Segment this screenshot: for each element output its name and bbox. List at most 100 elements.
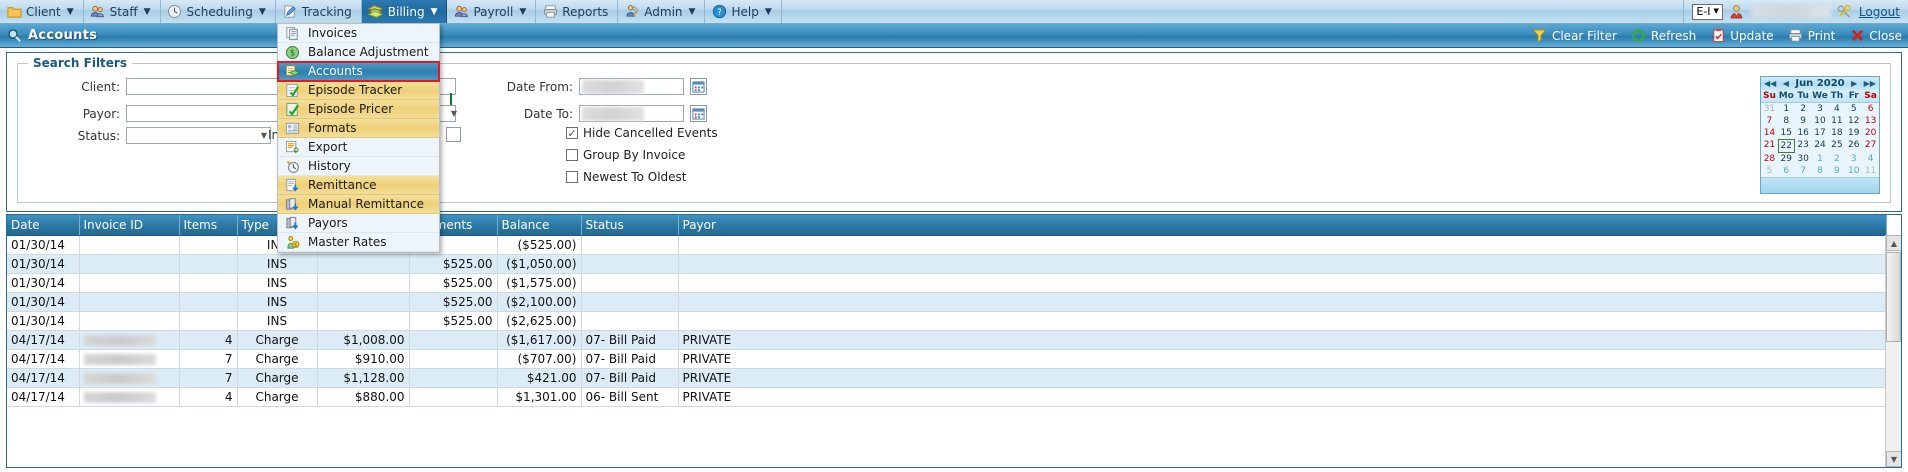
- calendar-day[interactable]: 3: [1817, 104, 1823, 114]
- menu-option-balance-adjustment[interactable]: $ Balance Adjustment: [278, 43, 439, 62]
- menu-item-billing[interactable]: Billing ▼: [361, 0, 448, 23]
- checkbox-newest-to-oldest[interactable]: [566, 171, 578, 183]
- table-row[interactable]: 04/17/14 4 Charge $1,008.00 ($1,617.00) 07- B…: [7, 330, 1887, 350]
- calendar-day[interactable]: 4: [1867, 154, 1874, 164]
- calendar-day[interactable]: 13: [1864, 116, 1877, 126]
- menu-item-reports[interactable]: Reports: [536, 0, 619, 23]
- action-clear-filter[interactable]: Clear Filter: [1532, 28, 1617, 44]
- menu-item-help[interactable]: ? Help ▼: [705, 0, 782, 23]
- checkbox-hide-cancelled-events[interactable]: ✓: [566, 126, 578, 140]
- payor-dropdown-chevron-icon[interactable]: ▼: [450, 109, 458, 118]
- calendar-day[interactable]: 7: [1800, 166, 1806, 176]
- calendar-title[interactable]: Jun 2020: [1795, 78, 1845, 89]
- calendar-day[interactable]: 21: [1763, 140, 1776, 150]
- menu-option-episode-tracker[interactable]: Episode Tracker: [278, 81, 439, 100]
- calendar-day[interactable]: 18: [1831, 128, 1843, 138]
- calendar-day[interactable]: 10: [1847, 166, 1860, 176]
- date-to-input[interactable]: [579, 105, 684, 122]
- menu-item-payroll[interactable]: Payroll ▼: [447, 0, 537, 23]
- column-header-date[interactable]: Date: [7, 215, 80, 236]
- menu-item-tracking[interactable]: Tracking: [276, 0, 362, 23]
- column-header-status[interactable]: Status: [581, 215, 679, 236]
- calendar-day[interactable]: 11: [1864, 166, 1877, 176]
- date-from-calendar-button[interactable]: [690, 78, 707, 95]
- client-status-indicator[interactable]: [450, 93, 452, 109]
- calendar-day[interactable]: 3: [1850, 154, 1857, 164]
- calendar-day[interactable]: 27: [1864, 140, 1877, 150]
- action-print[interactable]: Print: [1788, 28, 1835, 44]
- calendar-day[interactable]: 9: [1833, 166, 1840, 176]
- calendar-day[interactable]: 15: [1780, 128, 1792, 138]
- calendar-day[interactable]: 10: [1814, 116, 1826, 126]
- menu-option-episode-pricer[interactable]: Episode Pricer: [278, 100, 439, 119]
- calendar-day[interactable]: 8: [1817, 166, 1823, 176]
- menu-item-scheduling[interactable]: Scheduling ▼: [161, 0, 276, 23]
- table-row[interactable]: 01/30/14 INS $525.00 ($2,100.00): [7, 292, 1887, 312]
- menu-option-invoices[interactable]: Invoices: [278, 24, 439, 43]
- calendar-day[interactable]: 30: [1797, 154, 1809, 164]
- menu-option-manual-remittance[interactable]: Manual Remittance: [278, 195, 439, 214]
- calendar-day[interactable]: 11: [1831, 116, 1843, 126]
- calendar-day[interactable]: 9: [1800, 116, 1806, 126]
- checkbox-row[interactable]: Group By Invoice: [566, 148, 718, 162]
- calendar-day[interactable]: 2: [1800, 104, 1806, 114]
- grid-vertical-scrollbar[interactable]: ▲ ▼: [1885, 235, 1901, 467]
- table-row[interactable]: 04/17/14 7 Charge $1,128.00 $421.00 07- Bill …: [7, 368, 1887, 388]
- status-select[interactable]: ▼: [126, 127, 271, 144]
- calendar-day[interactable]: 23: [1797, 140, 1809, 150]
- calendar-day[interactable]: 6: [1783, 166, 1790, 176]
- menu-option-master-rates[interactable]: $ Master Rates: [278, 233, 439, 252]
- table-row[interactable]: 01/30/14 INS $525.00 ($1,575.00): [7, 273, 1887, 293]
- calendar-day[interactable]: 8: [1783, 116, 1790, 126]
- logout-link[interactable]: Logout: [1858, 4, 1900, 19]
- calendar-day[interactable]: 12: [1847, 116, 1860, 126]
- calendar-day[interactable]: 28: [1763, 154, 1776, 164]
- calendar-day[interactable]: 7: [1766, 116, 1773, 126]
- calendar-day[interactable]: 31: [1763, 104, 1776, 114]
- scrollbar-thumb[interactable]: [1886, 252, 1901, 342]
- calendar-day[interactable]: 24: [1814, 140, 1826, 150]
- column-header-balance[interactable]: Balance: [497, 215, 582, 236]
- calendar-day[interactable]: 5: [1766, 166, 1773, 176]
- calendar-day[interactable]: 14: [1763, 128, 1776, 138]
- calendar-day[interactable]: 19: [1847, 128, 1860, 138]
- calendar-day[interactable]: 16: [1797, 128, 1809, 138]
- table-row[interactable]: 04/17/14 7 Charge $910.00 ($707.00) 07- Bill …: [7, 349, 1887, 369]
- calendar-day[interactable]: 25: [1831, 140, 1843, 150]
- action-update[interactable]: Update: [1710, 28, 1774, 44]
- menu-option-payors[interactable]: Payors: [278, 214, 439, 233]
- action-refresh[interactable]: Refresh: [1631, 28, 1696, 44]
- menu-item-client[interactable]: Client ▼: [0, 0, 84, 23]
- invoice-checkbox[interactable]: [446, 127, 461, 142]
- date-to-calendar-button[interactable]: [690, 105, 707, 122]
- calendar-day[interactable]: 26: [1847, 140, 1860, 150]
- scroll-up-arrow-icon[interactable]: ▲: [1886, 235, 1901, 251]
- calendar-day[interactable]: 1: [1817, 154, 1823, 164]
- menu-option-accounts[interactable]: Accounts: [277, 61, 440, 82]
- calendar-day[interactable]: 6: [1867, 104, 1874, 114]
- checkbox-row[interactable]: Newest To Oldest: [566, 170, 718, 184]
- scroll-down-arrow-icon[interactable]: ▼: [1886, 451, 1901, 467]
- column-header-payor[interactable]: Payor: [678, 215, 1887, 236]
- checkbox-row[interactable]: ✓ Hide Cancelled Events: [566, 126, 718, 140]
- calendar-day[interactable]: 29: [1780, 154, 1792, 164]
- menu-option-history[interactable]: History: [278, 157, 439, 176]
- column-header-invoice-id[interactable]: Invoice ID: [79, 215, 180, 236]
- calendar-next-year-button[interactable]: ▶▶: [1863, 79, 1876, 88]
- menu-option-formats[interactable]: Formats: [278, 119, 439, 138]
- calendar-day[interactable]: 17: [1814, 128, 1826, 138]
- table-row[interactable]: 01/30/14 INS $525.00 ($1,050.00): [7, 254, 1887, 274]
- calendar-prev-year-button[interactable]: ◀◀: [1764, 79, 1777, 88]
- menu-option-remittance[interactable]: Remittance: [278, 176, 439, 195]
- calendar-day[interactable]: 5: [1850, 104, 1857, 114]
- calendar-prev-month-button[interactable]: ◀: [1782, 79, 1789, 88]
- calendar-day[interactable]: 20: [1864, 128, 1877, 138]
- table-row[interactable]: 04/17/14 4 Charge $880.00 $1,301.00 06- Bill …: [7, 387, 1887, 407]
- calendar-day[interactable]: 22: [1777, 139, 1795, 153]
- menu-item-staff[interactable]: Staff ▼: [84, 0, 161, 23]
- date-from-input[interactable]: [579, 78, 684, 95]
- table-row[interactable]: 01/30/14 INS $525.00 ($2,625.00): [7, 311, 1887, 331]
- menu-option-export[interactable]: Export: [278, 138, 439, 157]
- calendar-day[interactable]: 1: [1783, 104, 1790, 114]
- menu-item-admin[interactable]: Admin ▼: [618, 0, 706, 23]
